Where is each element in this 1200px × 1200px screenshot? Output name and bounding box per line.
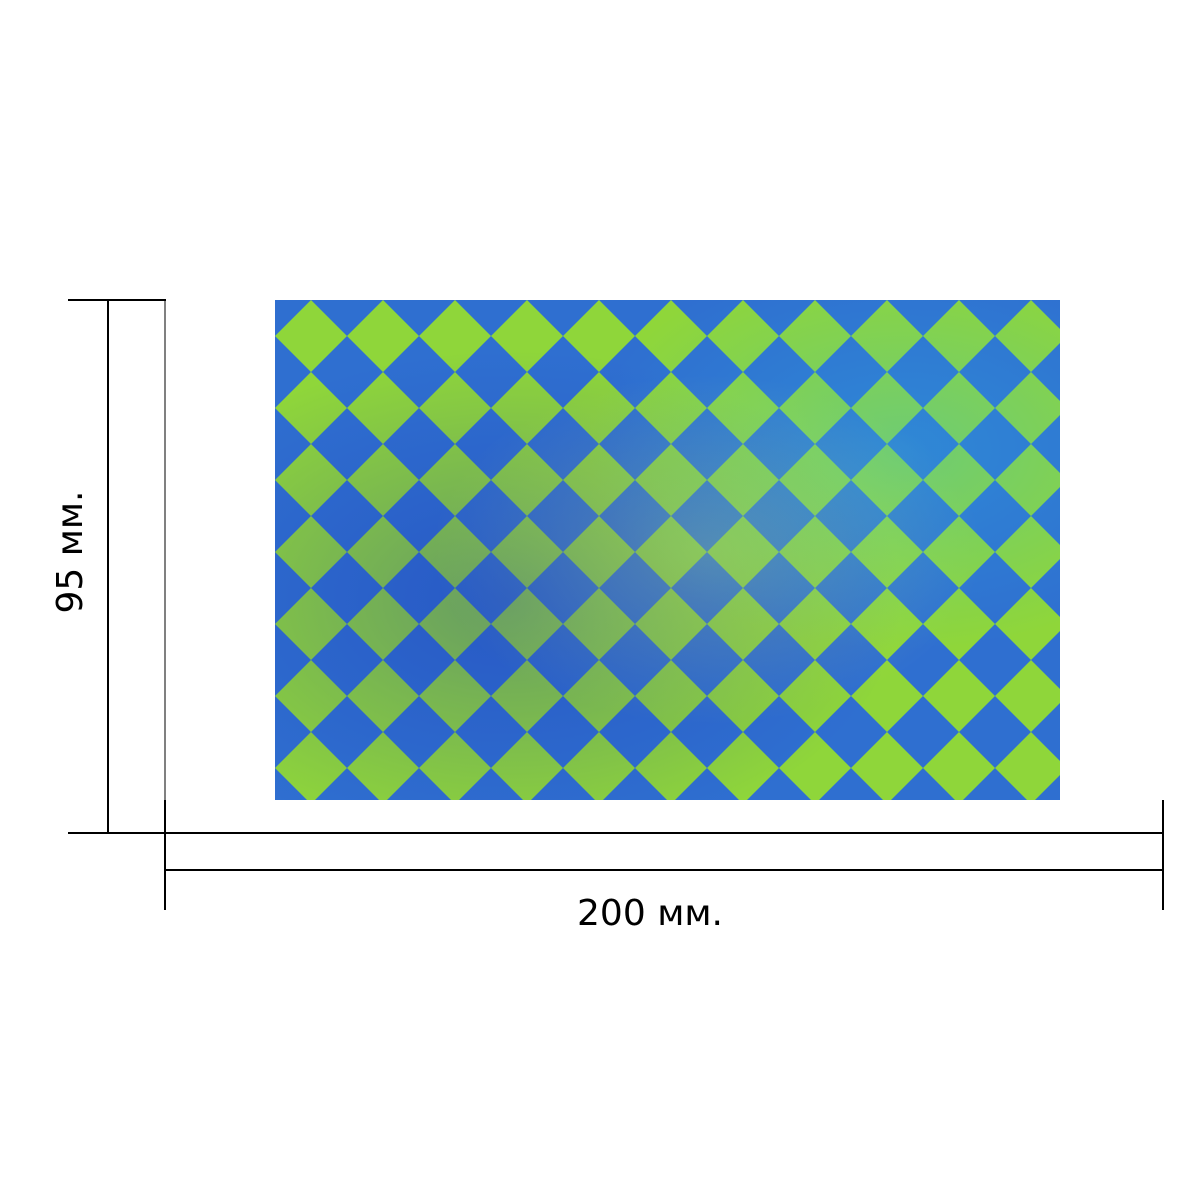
- height-dimension: 95 мм.: [50, 299, 166, 834]
- pattern-panel: [275, 300, 1060, 800]
- width-label: 200 мм.: [577, 893, 723, 934]
- width-dimension: 200 мм.: [164, 800, 1164, 934]
- height-label: 95 мм.: [50, 490, 91, 613]
